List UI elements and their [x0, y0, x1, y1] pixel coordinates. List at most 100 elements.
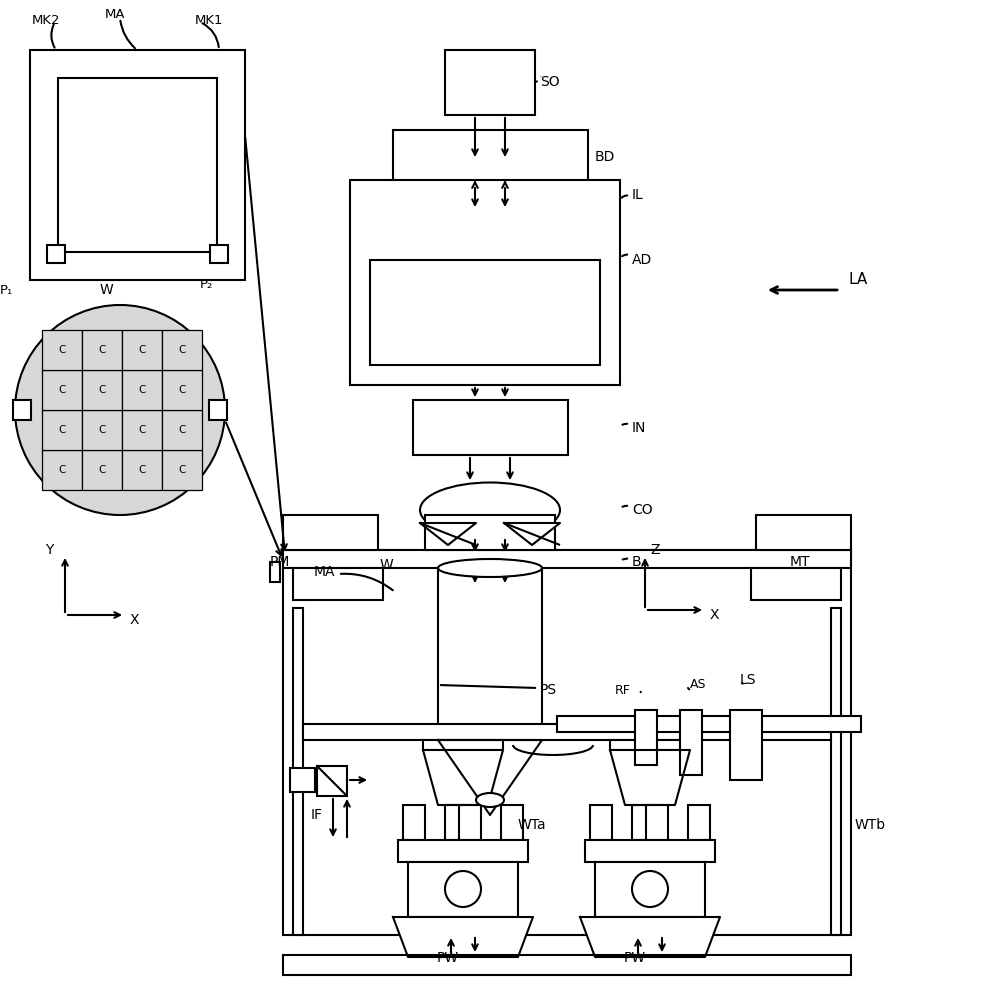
Bar	[632, 805, 654, 840]
Bar	[122, 330, 162, 370]
Bar	[290, 768, 315, 792]
Bar	[780, 562, 790, 582]
Bar	[635, 710, 657, 765]
Text: PW: PW	[624, 951, 646, 965]
Bar	[438, 568, 542, 740]
Text: AS: AS	[690, 678, 706, 692]
Bar	[209, 400, 227, 420]
Bar	[47, 245, 65, 263]
Polygon shape	[345, 586, 395, 604]
Text: AD: AD	[632, 253, 652, 267]
Bar	[303, 724, 831, 740]
Text: C: C	[178, 345, 186, 355]
Text: C: C	[58, 465, 66, 475]
Bar	[122, 410, 162, 450]
Text: P₁: P₁	[0, 284, 13, 296]
Bar	[13, 400, 31, 420]
Ellipse shape	[438, 559, 542, 577]
Bar	[58, 78, 217, 252]
Bar	[831, 608, 841, 935]
Bar	[756, 515, 851, 550]
Ellipse shape	[420, 483, 560, 538]
Text: WTa: WTa	[518, 818, 547, 832]
Bar	[445, 50, 535, 115]
Text: MA: MA	[105, 8, 125, 21]
Circle shape	[15, 305, 225, 515]
Polygon shape	[423, 750, 503, 805]
Bar	[585, 840, 715, 862]
Bar	[30, 50, 245, 280]
Text: SO: SO	[540, 75, 559, 89]
Bar	[283, 515, 378, 550]
Bar	[317, 766, 347, 796]
Text: BD: BD	[595, 150, 616, 164]
Circle shape	[445, 871, 481, 907]
Text: X: X	[710, 608, 719, 622]
Bar	[688, 805, 710, 840]
Bar	[423, 740, 503, 750]
Text: IL: IL	[632, 188, 644, 202]
Polygon shape	[585, 586, 635, 604]
Bar	[82, 410, 122, 450]
Text: P₂: P₂	[200, 278, 214, 292]
Bar	[82, 370, 122, 410]
Bar	[395, 586, 585, 604]
Bar	[370, 260, 600, 365]
Bar	[646, 805, 668, 840]
Bar	[460, 550, 520, 574]
Text: PM: PM	[270, 555, 291, 569]
Bar	[501, 805, 523, 840]
Text: Z: Z	[650, 543, 660, 557]
Text: Y: Y	[45, 543, 53, 557]
Bar	[595, 862, 705, 917]
Bar	[293, 568, 383, 600]
Text: IF: IF	[311, 808, 323, 822]
Text: MT: MT	[790, 555, 811, 569]
Bar	[162, 410, 202, 450]
Bar	[270, 562, 280, 582]
Text: MK2: MK2	[32, 13, 60, 26]
Bar	[445, 805, 467, 840]
Bar	[557, 716, 861, 732]
Bar	[82, 330, 122, 370]
Bar	[350, 180, 620, 385]
Text: CO: CO	[632, 503, 653, 517]
Polygon shape	[438, 740, 542, 815]
Bar	[398, 840, 528, 862]
Bar	[293, 608, 303, 935]
Text: C: C	[138, 345, 146, 355]
Text: C: C	[138, 425, 146, 435]
Polygon shape	[504, 523, 560, 545]
Text: LA: LA	[848, 272, 867, 288]
Text: C: C	[98, 465, 105, 475]
Bar	[283, 550, 851, 568]
Ellipse shape	[476, 793, 504, 807]
Bar	[42, 330, 82, 370]
Polygon shape	[420, 523, 476, 545]
Bar	[730, 710, 762, 780]
Text: W: W	[380, 558, 394, 572]
Text: C: C	[58, 345, 66, 355]
Text: IN: IN	[632, 421, 646, 435]
Bar	[680, 710, 702, 775]
Bar	[408, 862, 518, 917]
Text: WTb: WTb	[855, 818, 886, 832]
Bar	[42, 370, 82, 410]
Text: C: C	[98, 385, 105, 395]
Text: PW: PW	[437, 951, 459, 965]
Text: C: C	[98, 425, 105, 435]
Circle shape	[632, 871, 668, 907]
Text: C: C	[178, 425, 186, 435]
Text: C: C	[178, 385, 186, 395]
Text: RF: RF	[615, 684, 630, 696]
Text: LS: LS	[740, 673, 756, 687]
Bar	[210, 245, 228, 263]
Bar	[82, 450, 122, 490]
Text: MA: MA	[313, 565, 335, 579]
Polygon shape	[610, 750, 690, 805]
Text: C: C	[58, 385, 66, 395]
Bar	[425, 515, 555, 550]
Text: C: C	[98, 345, 105, 355]
Bar	[122, 450, 162, 490]
Bar	[393, 130, 588, 185]
